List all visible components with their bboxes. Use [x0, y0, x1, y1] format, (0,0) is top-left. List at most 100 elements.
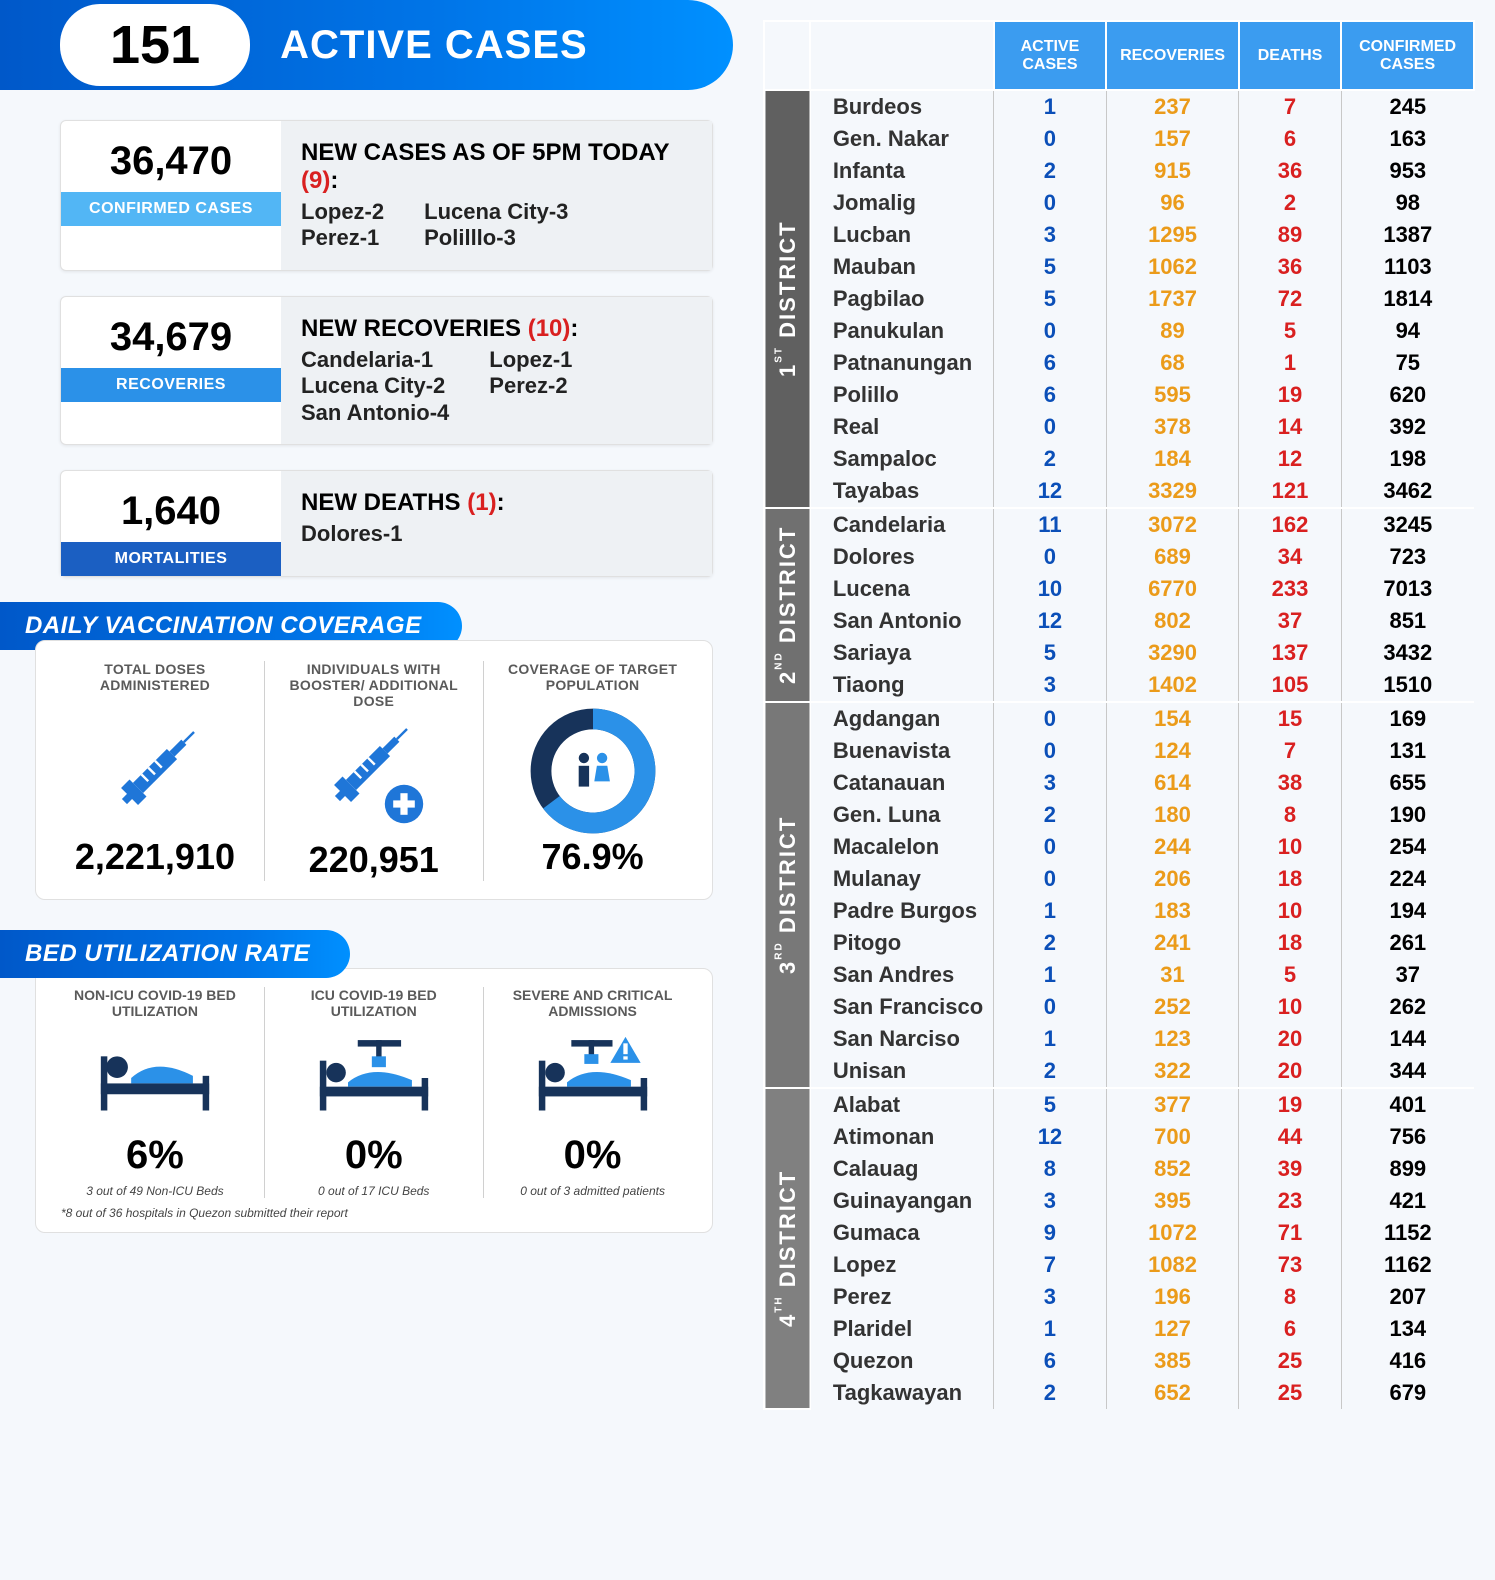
confirmed-value: 36,470	[61, 139, 281, 184]
th-active: ACTIVE CASES	[994, 21, 1106, 90]
cell-re: 183	[1106, 895, 1239, 927]
cell-cc: 198	[1341, 443, 1474, 475]
cell-name: Calauag	[810, 1153, 994, 1185]
cell-de: 71	[1239, 1217, 1341, 1249]
cell-ac: 3	[994, 1185, 1106, 1217]
cell-de: 12	[1239, 443, 1341, 475]
confirmed-tag: CONFIRMED CASES	[61, 192, 281, 226]
cell-cc: 620	[1341, 379, 1474, 411]
table-row: Perez31968207	[764, 1281, 1475, 1313]
cell-name: Gen. Nakar	[810, 123, 994, 155]
cell-re: 123	[1106, 1023, 1239, 1055]
cell-de: 18	[1239, 927, 1341, 959]
th-deaths: DEATHS	[1239, 21, 1341, 90]
table-row: Infanta291536953	[764, 155, 1475, 187]
table-row: 4TH DISTRICTAlabat537719401	[764, 1088, 1475, 1121]
cell-re: 154	[1106, 702, 1239, 735]
table-row: Mauban51062361103	[764, 251, 1475, 283]
cell-name: Mulanay	[810, 863, 994, 895]
cell-name: Real	[810, 411, 994, 443]
cell-re: 157	[1106, 123, 1239, 155]
cell-cc: 679	[1341, 1377, 1474, 1409]
table-row: 3RD DISTRICTAgdangan015415169	[764, 702, 1475, 735]
cell-cc: 421	[1341, 1185, 1474, 1217]
vax-label-1: INDIVIDUALS WITH BOOSTER/ ADDITIONAL DOS…	[273, 661, 475, 709]
table-row: Tiaong314021051510	[764, 669, 1475, 702]
table-row: Buenavista01247131	[764, 735, 1475, 767]
cell-ac: 5	[994, 251, 1106, 283]
cell-de: 25	[1239, 1377, 1341, 1409]
cell-cc: 163	[1341, 123, 1474, 155]
table-row: Dolores068934723	[764, 541, 1475, 573]
cell-de: 6	[1239, 123, 1341, 155]
active-cases-header: 151 ACTIVE CASES	[0, 0, 733, 90]
bed-box: NON-ICU COVID-19 BED UTILIZATION 6% 3 ou…	[35, 968, 713, 1233]
cell-cc: 1510	[1341, 669, 1474, 702]
table-row: Gen. Nakar01576163	[764, 123, 1475, 155]
cell-de: 89	[1239, 219, 1341, 251]
cell-de: 6	[1239, 1313, 1341, 1345]
table-row: San Francisco025210262	[764, 991, 1475, 1023]
cell-de: 36	[1239, 251, 1341, 283]
table-row: Pagbilao51737721814	[764, 283, 1475, 315]
confirmed-title: NEW CASES AS OF 5PM TODAY	[301, 139, 669, 166]
cell-name: Infanta	[810, 155, 994, 187]
cell-cc: 7013	[1341, 573, 1474, 605]
vax-value-0: 2,221,910	[54, 836, 256, 878]
cell-re: 89	[1106, 315, 1239, 347]
cell-de: 10	[1239, 895, 1341, 927]
cell-de: 2	[1239, 187, 1341, 219]
cell-de: 5	[1239, 959, 1341, 991]
recoveries-col2: Lopez-1 Perez-2	[489, 347, 572, 426]
cell-ac: 2	[994, 799, 1106, 831]
table-row: Panukulan089594	[764, 315, 1475, 347]
cell-de: 15	[1239, 702, 1341, 735]
recoveries-tag: RECOVERIES	[61, 368, 281, 402]
cell-cc: 190	[1341, 799, 1474, 831]
table-row: Guinayangan339523421	[764, 1185, 1475, 1217]
cell-cc: 169	[1341, 702, 1474, 735]
cell-ac: 7	[994, 1249, 1106, 1281]
cell-de: 137	[1239, 637, 1341, 669]
cell-re: 3329	[1106, 475, 1239, 508]
active-label: ACTIVE CASES	[280, 23, 588, 68]
bed-icon	[54, 1023, 256, 1133]
district-label: 2ND DISTRICT	[764, 508, 810, 702]
cases-table: ACTIVE CASES RECOVERIES DEATHS CONFIRMED…	[763, 20, 1476, 1410]
cell-ac: 0	[994, 702, 1106, 735]
cell-re: 852	[1106, 1153, 1239, 1185]
recoveries-col1: Candelaria-1 Lucena City-2 San Antonio-4	[301, 347, 449, 426]
cell-cc: 723	[1341, 541, 1474, 573]
cell-name: Agdangan	[810, 702, 994, 735]
cell-name: Tiaong	[810, 669, 994, 702]
cell-ac: 0	[994, 411, 1106, 443]
cell-ac: 1	[994, 1023, 1106, 1055]
recoveries-value: 34,679	[61, 315, 281, 360]
table-row: Padre Burgos118310194	[764, 895, 1475, 927]
cell-cc: 851	[1341, 605, 1474, 637]
cell-cc: 94	[1341, 315, 1474, 347]
cell-ac: 6	[994, 379, 1106, 411]
table-row: Macalelon024410254	[764, 831, 1475, 863]
cell-ac: 2	[994, 443, 1106, 475]
table-row: Jomalig096298	[764, 187, 1475, 219]
cell-re: 378	[1106, 411, 1239, 443]
cell-cc: 131	[1341, 735, 1474, 767]
cell-name: San Antonio	[810, 605, 994, 637]
cell-re: 689	[1106, 541, 1239, 573]
cell-name: Patnanungan	[810, 347, 994, 379]
recoveries-count: (10)	[528, 315, 571, 342]
bed-sub-2: 0 out of 3 admitted patients	[492, 1184, 694, 1198]
mortalities-title: NEW DEATHS	[301, 489, 461, 516]
cell-re: 1737	[1106, 283, 1239, 315]
cell-name: Plaridel	[810, 1313, 994, 1345]
cell-name: Macalelon	[810, 831, 994, 863]
cell-de: 121	[1239, 475, 1341, 508]
cell-cc: 261	[1341, 927, 1474, 959]
confirmed-count: (9)	[301, 167, 330, 194]
cell-name: Sampaloc	[810, 443, 994, 475]
cell-ac: 2	[994, 155, 1106, 187]
cell-ac: 2	[994, 1055, 1106, 1088]
cell-re: 595	[1106, 379, 1239, 411]
cell-ac: 12	[994, 1121, 1106, 1153]
